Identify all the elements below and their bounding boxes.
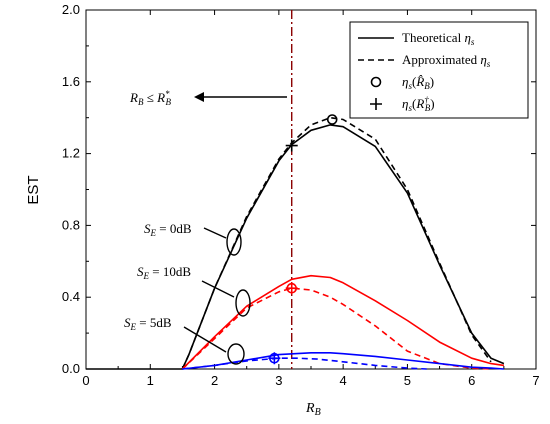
data-markers xyxy=(268,114,338,365)
x-tick-label: 5 xyxy=(404,373,411,388)
series-line-se5db-approximated xyxy=(182,357,427,370)
legend-label-theoretical: Theoretical ηs xyxy=(402,30,475,47)
annotation-se0: SE = 0dB xyxy=(144,221,242,256)
circle-marker xyxy=(326,114,338,125)
axis-ticks: 0 1 2 3 4 5 6 7 0.0 0.4 0.8 1.2 1.6 2.0 xyxy=(62,2,540,388)
x-tick-label: 4 xyxy=(340,373,347,388)
y-tick-label: 0.0 xyxy=(62,361,80,376)
x-tick-label: 1 xyxy=(147,373,154,388)
y-tick-label: 2.0 xyxy=(62,2,80,17)
x-tick-label: 3 xyxy=(275,373,282,388)
plus-marker xyxy=(285,282,298,295)
y-tick-label: 0.8 xyxy=(62,217,80,232)
svg-text:SE = 10dB: SE = 10dB xyxy=(137,264,191,281)
x-tick-label: 0 xyxy=(82,373,89,388)
x-tick-label: 2 xyxy=(211,373,218,388)
series-line-se5db-theoretical xyxy=(182,351,504,370)
threshold-arrowhead xyxy=(194,92,204,102)
legend-plus-marker xyxy=(370,98,382,110)
annotation-ellipse-se0 xyxy=(226,228,242,256)
annotation-se10: SE = 10dB xyxy=(137,264,251,317)
series-line-se0db-theoretical xyxy=(86,124,505,370)
legend: Theoretical ηs Approximated ηs ηs(R̂B) η… xyxy=(349,21,529,119)
svg-text:RB: RB xyxy=(305,401,321,418)
x-axis-title: RB xyxy=(305,401,321,418)
x-tick-label: 7 xyxy=(532,373,539,388)
x-tick-label: 6 xyxy=(468,373,475,388)
svg-text:RB ≤ R*B: RB ≤ R* B xyxy=(129,89,172,107)
svg-text:SE = 0dB: SE = 0dB xyxy=(144,221,192,238)
plus-marker xyxy=(285,139,298,152)
annotation-ellipse-se10 xyxy=(235,289,251,317)
annotation-se5: SE = 5dB xyxy=(124,315,245,365)
y-tick-label: 1.2 xyxy=(62,146,80,161)
svg-text:SE = 5dB: SE = 5dB xyxy=(124,315,172,332)
legend-circle-marker xyxy=(370,76,382,88)
series-line-se10db-theoretical xyxy=(181,274,505,370)
y-tick-label: 0.4 xyxy=(62,289,80,304)
legend-label-approximated: Approximated ηs xyxy=(402,52,491,69)
plus-marker xyxy=(268,352,281,365)
data-lines xyxy=(86,10,505,370)
series-line-se0db-approximated xyxy=(181,116,492,370)
y-tick-label: 1.6 xyxy=(62,74,80,89)
y-axis-title: EST xyxy=(25,175,42,204)
legend-label-plus: ηs(R† B) xyxy=(402,95,435,113)
threshold-annotation: RB ≤ R* B xyxy=(129,89,287,107)
legend-label-circle: ηs(R̂B) xyxy=(402,74,434,91)
annotation-ellipse-se5 xyxy=(227,343,245,365)
